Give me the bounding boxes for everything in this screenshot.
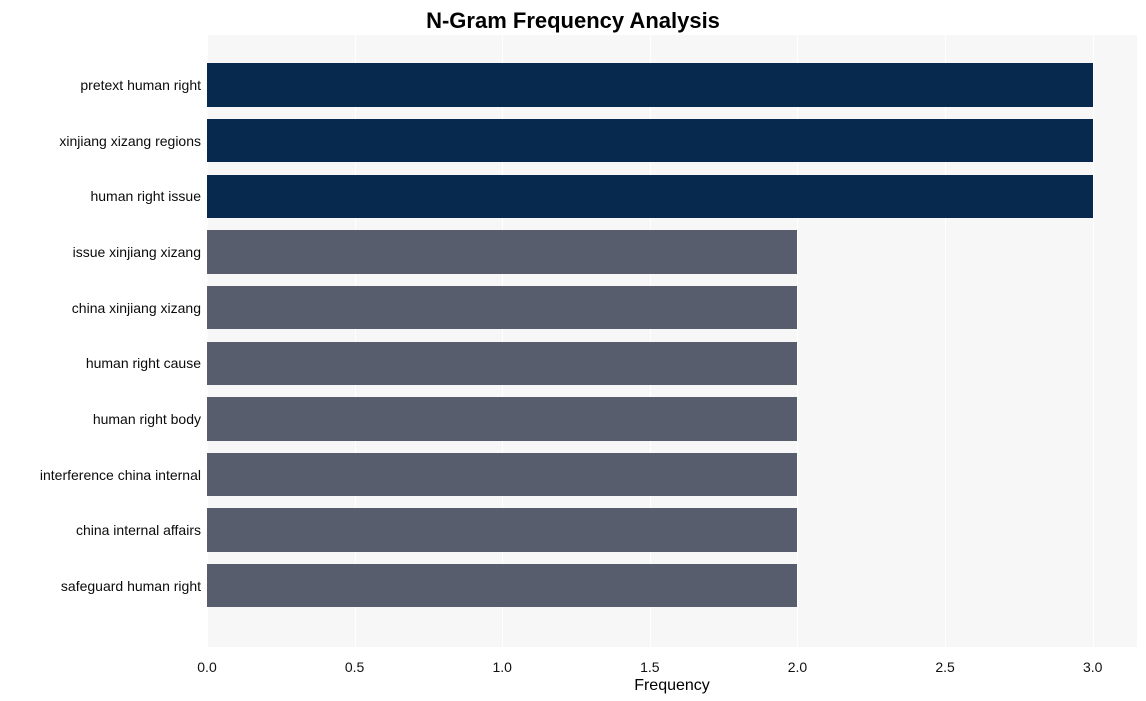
x-gridline xyxy=(1093,35,1094,647)
x-tick-label: 0.5 xyxy=(345,659,364,675)
y-tick-label: safeguard human right xyxy=(61,578,201,594)
bar xyxy=(207,453,797,496)
y-tick-label: xinjiang xizang regions xyxy=(59,133,201,149)
x-tick-label: 2.5 xyxy=(935,659,954,675)
x-tick-label: 3.0 xyxy=(1083,659,1102,675)
y-tick-label: human right cause xyxy=(86,355,201,371)
y-tick-label: china internal affairs xyxy=(76,522,201,538)
plot-area: 0.00.51.01.52.02.53.0pretext human right… xyxy=(207,35,1137,647)
y-tick-label: issue xinjiang xizang xyxy=(73,244,201,260)
y-tick-label: china xinjiang xizang xyxy=(72,300,201,316)
x-tick-label: 2.0 xyxy=(788,659,807,675)
y-tick-label: interference china internal xyxy=(40,467,201,483)
y-tick-label: pretext human right xyxy=(80,77,201,93)
ngram-frequency-chart: N-Gram Frequency Analysis 0.00.51.01.52.… xyxy=(0,0,1146,701)
y-tick-label: human right body xyxy=(93,411,201,427)
bar xyxy=(207,508,797,551)
bar xyxy=(207,175,1093,218)
bar xyxy=(207,564,797,607)
bar xyxy=(207,342,797,385)
bar xyxy=(207,286,797,329)
x-tick-label: 1.0 xyxy=(493,659,512,675)
x-tick-label: 0.0 xyxy=(197,659,216,675)
x-tick-label: 1.5 xyxy=(640,659,659,675)
bar xyxy=(207,119,1093,162)
bar xyxy=(207,63,1093,106)
x-axis-title: Frequency xyxy=(634,677,710,695)
y-tick-label: human right issue xyxy=(90,188,201,204)
bar xyxy=(207,397,797,440)
chart-title: N-Gram Frequency Analysis xyxy=(0,8,1146,34)
bar xyxy=(207,230,797,273)
